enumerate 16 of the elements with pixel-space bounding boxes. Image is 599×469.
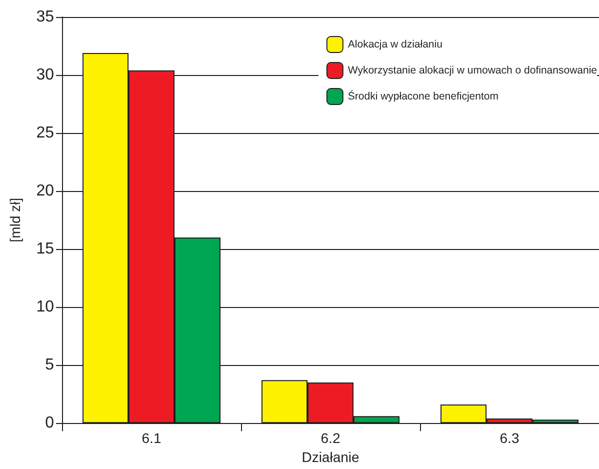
legend-label: Środki wypłacone beneficjentom xyxy=(348,90,499,102)
x-tick-label: 6.3 xyxy=(500,430,520,446)
x-tick-label: 6.2 xyxy=(320,430,340,446)
legend-label: Wykorzystanie alokacji w umowach o dofinansowanie xyxy=(348,64,598,76)
legend-label: Alokacja w działaniu xyxy=(348,38,443,50)
y-tick-label: 25 xyxy=(36,124,54,142)
y-tick-label: 30 xyxy=(36,66,54,84)
y-axis-title: [mld zł] xyxy=(7,198,23,242)
x-axis-title: Działanie xyxy=(302,449,360,465)
y-tick-label: 5 xyxy=(45,356,54,374)
y-tick-label: 35 xyxy=(36,8,54,26)
y-tick-label: 10 xyxy=(36,298,54,316)
x-tick-label: 6.1 xyxy=(142,430,162,446)
y-tick-label: 20 xyxy=(36,182,54,200)
y-tick-label: 0 xyxy=(45,414,54,432)
y-tick-label: 15 xyxy=(36,240,54,258)
